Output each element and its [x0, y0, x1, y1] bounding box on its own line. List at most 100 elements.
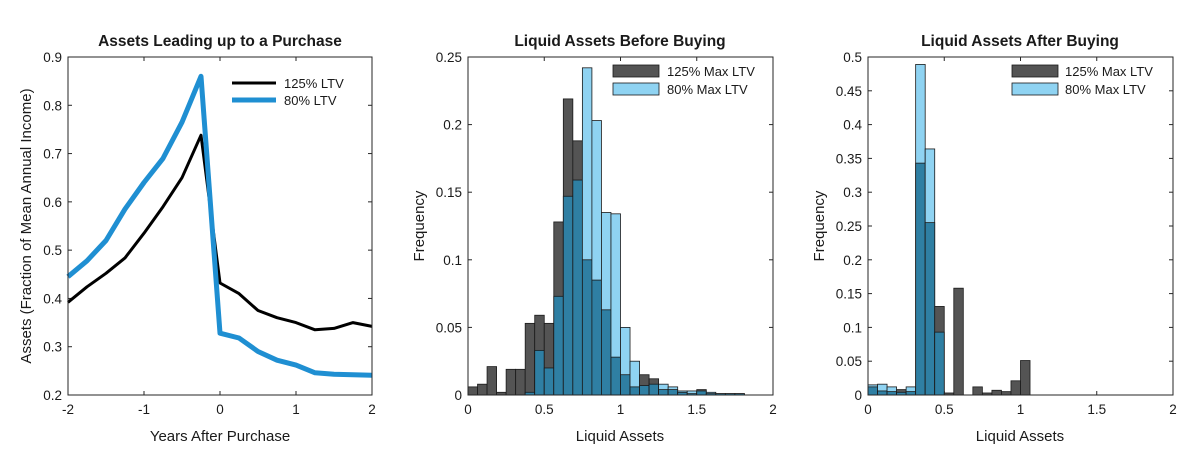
y-tick-label: 0.35 [836, 151, 862, 166]
x-tick-label: 1 [1017, 402, 1025, 417]
x-axis-label: Liquid Assets [576, 428, 664, 445]
histogram-bar-overlap [601, 309, 612, 396]
histogram-bar [505, 368, 517, 396]
y-tick-label: 0.3 [843, 185, 862, 200]
y-axis-label: Frequency [411, 190, 428, 261]
histogram-bar-overlap [924, 222, 936, 396]
y-tick-label: 0.05 [836, 354, 862, 369]
histogram-bar [991, 389, 1002, 396]
histogram-bar-overlap [886, 391, 897, 396]
legend-label-80-max-ltv: 80% Max LTV [1065, 82, 1146, 97]
x-tick-label: 0.5 [535, 402, 554, 417]
legend-label-125-max-ltv: 125% Max LTV [1065, 64, 1153, 79]
histogram-bar [972, 386, 983, 396]
legend-label-80-ltv: 80% LTV [284, 93, 337, 108]
y-tick-label: 0.1 [843, 320, 862, 335]
histogram-bar [524, 322, 536, 396]
axes-box [467, 56, 774, 396]
y-tick-label: 0.7 [43, 147, 62, 162]
histogram-bar-overlap [543, 367, 555, 396]
histogram-bar [515, 368, 526, 396]
plot-marks [467, 67, 745, 396]
plot-marks [867, 64, 1031, 396]
histogram-bar-overlap [867, 386, 878, 396]
x-axis-label: Liquid Assets [976, 428, 1064, 445]
histogram-bar-overlap [581, 259, 593, 396]
y-tick-label: 0.2 [843, 253, 862, 268]
x-tick-label: 0 [464, 402, 472, 417]
legend-label-125-max-ltv: 125% Max LTV [667, 64, 755, 79]
x-tick-label: 0 [216, 402, 224, 417]
histogram-bar-overlap [591, 279, 602, 396]
y-tick-label: 0.25 [836, 219, 862, 234]
legend-label-125-ltv: 125% LTV [284, 76, 344, 91]
x-tick-label: 1 [617, 402, 625, 417]
histogram-bar [953, 287, 964, 396]
histogram-bar-overlap [934, 331, 945, 396]
x-tick-label: 0 [864, 402, 872, 417]
histogram-bar-overlap [553, 295, 564, 396]
legend-swatch-125-max-ltv [612, 64, 660, 78]
y-tick-label: 0.6 [43, 195, 62, 210]
y-tick-label: 0.5 [43, 243, 62, 258]
y-tick-label: 0.05 [436, 320, 462, 335]
y-tick-label: 0.2 [443, 118, 462, 133]
chart-title: Assets Leading up to a Purchase [98, 33, 342, 50]
legend: 125% LTV 80% LTV [232, 76, 344, 108]
y-tick-label: 0 [854, 388, 862, 403]
y-tick-label: 0.45 [836, 84, 862, 99]
histogram-bar-overlap [639, 385, 650, 396]
x-tick-label: 2 [368, 402, 376, 417]
y-tick-label: 0.1 [443, 253, 462, 268]
y-axis-label: Frequency [811, 190, 828, 261]
histogram-bar [1010, 380, 1021, 396]
x-tick-label: 1 [292, 402, 300, 417]
histogram-before-buying: Liquid Assets Before Buying Liquid Asset… [411, 33, 777, 445]
histogram-bar-overlap [905, 391, 917, 396]
histogram-bar-overlap [629, 386, 640, 396]
y-tick-label: 0.3 [43, 340, 62, 355]
y-axis-label: Assets (Fraction of Mean Annual Income) [18, 88, 35, 363]
histogram-bar-overlap [572, 179, 583, 396]
histogram-bar [477, 383, 488, 396]
y-tick-label: 0.4 [843, 118, 862, 133]
y-tick-label: 0.5 [843, 50, 862, 65]
histogram-bar-overlap [562, 195, 574, 396]
x-tick-label: 1.5 [687, 402, 706, 417]
legend-swatch-80-max-ltv [612, 82, 660, 96]
y-tick-label: 0.15 [836, 287, 862, 302]
histogram-bar-overlap [877, 390, 888, 396]
histogram-bar-overlap [658, 389, 669, 396]
histogram-bar-overlap [610, 356, 621, 396]
axes-box [867, 56, 1174, 396]
histogram-bar [1001, 391, 1012, 396]
legend-swatch-80-max-ltv [1011, 82, 1059, 96]
y-tick-label: 0.2 [43, 388, 62, 403]
x-tick-label: 1.5 [1087, 402, 1106, 417]
line-chart-assets-leading-up: Assets Leading up to a Purchase Years Af… [18, 33, 376, 445]
chart-title: Liquid Assets After Buying [921, 33, 1119, 50]
x-tick-label: -2 [62, 402, 74, 417]
plot-marks [66, 73, 373, 378]
histogram-bar-overlap [534, 349, 545, 396]
histogram-bar [486, 366, 497, 396]
y-tick-label: 0.9 [43, 50, 62, 65]
y-tick-label: 0 [454, 388, 462, 403]
axes-box [67, 56, 373, 396]
axis-ticks: 0 0.5 1 1.5 2 0 0.05 0.1 0.15 0.2 0.25 [436, 50, 777, 417]
legend-swatch-125-max-ltv [1011, 64, 1059, 78]
axis-ticks: 0 0.5 1 1.5 2 0 0.05 0.1 0.15 0.2 0.25 0.3 0.35 0.4 0.… [836, 50, 1177, 417]
y-tick-label: 0.15 [436, 185, 462, 200]
legend: 125% Max LTV 80% Max LTV [1011, 64, 1153, 97]
histogram-bar-overlap [667, 389, 679, 396]
histogram-after-buying: Liquid Assets After Buying Liquid Assets… [811, 33, 1177, 445]
histogram-bar [467, 386, 478, 396]
legend: 125% Max LTV 80% Max LTV [612, 64, 755, 97]
x-axis-label: Years After Purchase [150, 428, 290, 445]
x-tick-label: -1 [138, 402, 150, 417]
x-tick-label: 0.5 [935, 402, 954, 417]
series-line-80-ltv [66, 73, 373, 378]
x-tick-label: 2 [769, 402, 777, 417]
histogram-bar-overlap [915, 162, 926, 396]
series-line-125-ltv [67, 133, 373, 332]
